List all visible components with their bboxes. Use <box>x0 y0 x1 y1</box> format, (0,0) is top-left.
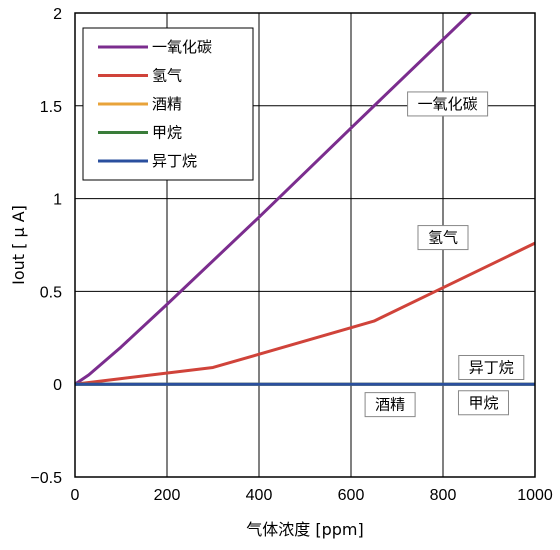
annotation-text: 氢气 <box>428 229 458 247</box>
annotation-box <box>407 91 489 117</box>
plot-frame <box>74 12 536 478</box>
legend-entry: 一氧化碳 <box>152 38 212 56</box>
x-tick-label: 1000 <box>517 487 553 504</box>
legend-entry: 氢气 <box>152 67 182 85</box>
x-tick-label: 600 <box>338 487 365 504</box>
annotation-label: 一氧化碳 <box>407 91 489 117</box>
series-line-1 <box>74 241 536 386</box>
annotation-box <box>417 225 469 251</box>
annotation-text: 一氧化碳 <box>418 95 478 113</box>
y-axis-label: Iout [ μ A] <box>9 205 28 285</box>
legend-entry: 异丁烷 <box>152 152 197 170</box>
annotation-label: 氢气 <box>417 225 469 251</box>
y-tick-label: −0.5 <box>30 470 62 487</box>
x-axis-label: 气体浓度 [ppm] <box>246 520 363 539</box>
data-series <box>74 11 536 386</box>
annotation-label: 甲烷 <box>457 390 509 416</box>
legend-entry: 甲烷 <box>152 124 182 142</box>
legend-entry: 酒精 <box>152 95 182 113</box>
annotation-label: 异丁烷 <box>458 354 525 380</box>
series-line-0 <box>74 11 472 386</box>
y-tick-labels: −0.5 0 0.5 1 1.5 2 <box>30 6 62 487</box>
y-tick-label: 0 <box>53 377 62 394</box>
annotation-box <box>458 354 525 380</box>
y-tick-label: 0.5 <box>40 284 62 301</box>
x-tick-label: 0 <box>71 487 80 504</box>
y-tick-label: 1 <box>53 192 62 209</box>
y-tick-label: 2 <box>53 6 62 23</box>
x-tick-label: 200 <box>154 487 181 504</box>
annotation-text: 异丁烷 <box>469 358 514 376</box>
annotation-text: 甲烷 <box>468 394 498 412</box>
annotation-label: 酒精 <box>364 392 416 418</box>
x-tick-label: 800 <box>430 487 457 504</box>
annotation-box <box>457 390 509 416</box>
x-tick-labels: 0 200 400 600 800 1000 <box>71 487 553 504</box>
x-tick-label: 400 <box>246 487 273 504</box>
y-tick-label: 1.5 <box>40 99 62 116</box>
annotation-text: 酒精 <box>375 396 405 414</box>
annotation-box <box>364 392 416 418</box>
